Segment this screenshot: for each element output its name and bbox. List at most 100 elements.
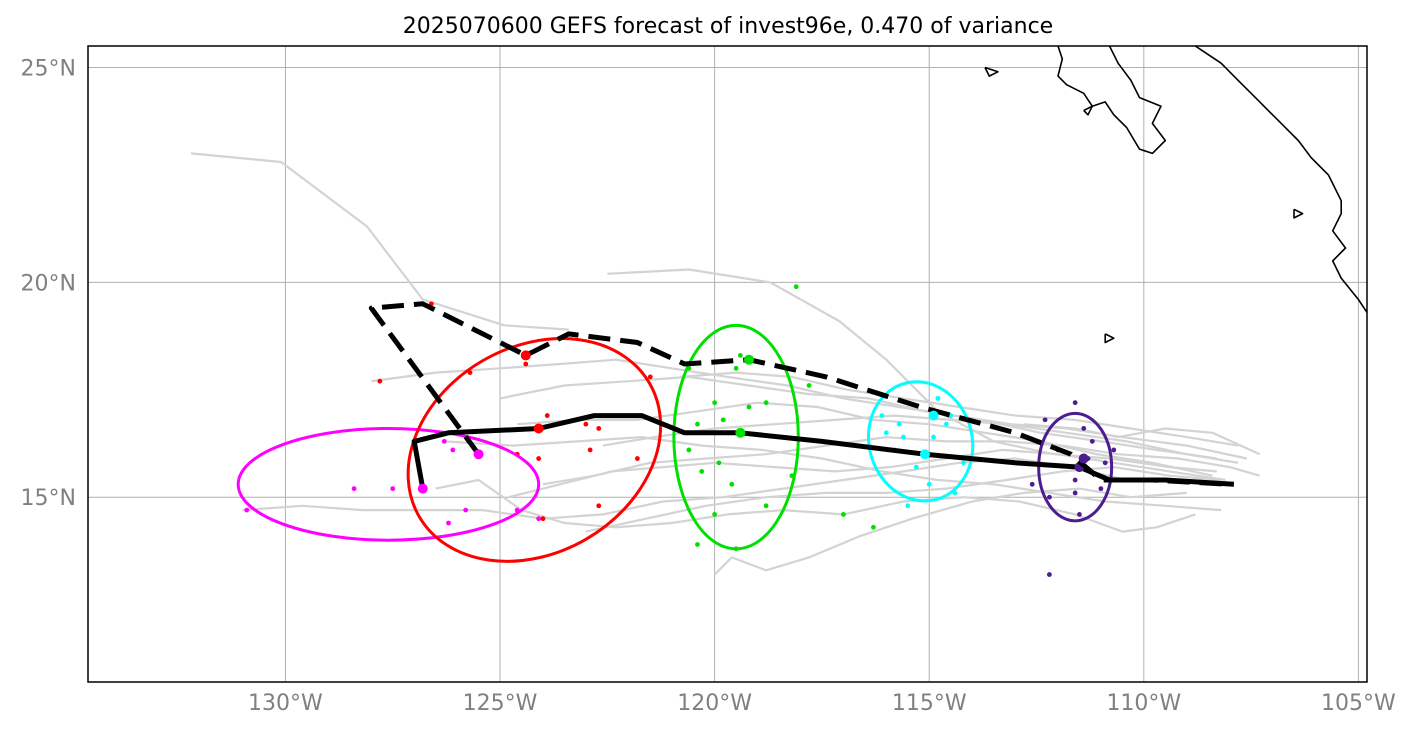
ensemble-point-4-3 bbox=[1089, 438, 1095, 444]
ensemble-point-3-7 bbox=[901, 434, 906, 440]
mean-track-marker-1-0 bbox=[473, 449, 484, 460]
ensemble-track-8 bbox=[713, 487, 1187, 576]
ensemble-point-3-3 bbox=[943, 421, 949, 427]
ensemble-tracks bbox=[190, 152, 1261, 576]
ensemble-point-2-20 bbox=[871, 524, 876, 530]
ensemble-point-1-7 bbox=[587, 447, 593, 453]
coastline-segment-2 bbox=[1083, 105, 1094, 116]
ensemble-point-3-4 bbox=[883, 430, 889, 436]
ensemble-track-14 bbox=[585, 466, 1222, 533]
ensemble-point-4-10 bbox=[1098, 486, 1104, 492]
uncertainty-ellipse-3 bbox=[867, 380, 975, 503]
ensemble-point-2-21 bbox=[806, 383, 812, 388]
ensemble-point-1-13 bbox=[647, 374, 653, 380]
mean-track-marker-1-3 bbox=[928, 410, 939, 421]
ensemble-point-2-15 bbox=[763, 503, 769, 509]
y-tick-label-0: 15°N bbox=[21, 486, 76, 511]
ensemble-track-9 bbox=[542, 436, 1261, 486]
uncertainty-ellipse-0 bbox=[236, 426, 541, 542]
gridlines bbox=[88, 46, 1367, 682]
ensemble-point-1-10 bbox=[536, 456, 542, 461]
ensemble-point-3-10 bbox=[913, 464, 919, 470]
ensemble-point-3-9 bbox=[961, 460, 966, 466]
ensemble-point-4-14 bbox=[1046, 572, 1052, 577]
ensemble-point-0-1 bbox=[351, 486, 357, 492]
mean-track-marker-0-1 bbox=[533, 423, 544, 434]
ensemble-point-4-8 bbox=[1072, 477, 1078, 483]
ensemble-point-4-9 bbox=[1029, 481, 1035, 487]
plot-frame bbox=[87, 45, 1368, 683]
ensemble-track-5 bbox=[444, 436, 1222, 512]
x-tick-label-0: 130°W bbox=[248, 691, 323, 716]
ensemble-point-1-11 bbox=[596, 503, 602, 509]
ensemble-track-0 bbox=[190, 152, 569, 331]
ensemble-point-2-18 bbox=[695, 542, 700, 547]
ensemble-point-3-13 bbox=[905, 503, 911, 509]
ensemble-point-4-5 bbox=[1111, 447, 1117, 453]
ensemble-track-13 bbox=[1023, 423, 1261, 456]
ensemble-point-1-3 bbox=[523, 361, 529, 367]
ensemble-point-1-5 bbox=[583, 421, 589, 427]
ensemble-point-2-12 bbox=[716, 460, 722, 466]
ensemble-point-2-13 bbox=[729, 481, 735, 487]
x-tick-label-1: 125°W bbox=[463, 691, 538, 716]
ensemble-track-3 bbox=[499, 375, 1217, 460]
ensemble-point-2-10 bbox=[686, 447, 692, 453]
mean-track-marker-1-2 bbox=[743, 354, 754, 365]
ensemble-point-2-16 bbox=[712, 512, 718, 517]
ensemble-point-4-12 bbox=[1046, 494, 1052, 500]
mean-track-marker-0-3 bbox=[919, 449, 930, 460]
ensemble-point-0-8 bbox=[536, 516, 542, 522]
mean-track-marker-1-1 bbox=[520, 350, 531, 361]
ensemble-point-2-6 bbox=[746, 404, 752, 410]
coastline bbox=[984, 46, 1367, 344]
x-tick-label-2: 120°W bbox=[677, 691, 752, 716]
coastline-segment-3 bbox=[984, 66, 999, 77]
ensemble-point-4-13 bbox=[1077, 512, 1082, 517]
mean-tracks bbox=[368, 301, 1235, 494]
ensemble-point-0-5 bbox=[463, 507, 469, 513]
ensemble-point-0-6 bbox=[446, 520, 451, 526]
ensemble-point-1-8 bbox=[634, 456, 640, 461]
ensemble-point-4-11 bbox=[1072, 490, 1078, 496]
ensemble-track-11 bbox=[602, 414, 1239, 464]
ensemble-point-4-7 bbox=[1102, 460, 1108, 466]
x-tick-label-5: 105°W bbox=[1321, 691, 1396, 716]
ensemble-point-0-3 bbox=[450, 447, 456, 453]
ensemble-point-2-0 bbox=[793, 284, 799, 290]
ensemble-point-0-2 bbox=[390, 486, 396, 492]
uncertainty-ellipse-4 bbox=[1037, 411, 1114, 523]
mean-track-marker-0-0 bbox=[417, 483, 428, 494]
coastline-segment-1 bbox=[1194, 46, 1367, 313]
ensemble-point-4-0 bbox=[1072, 400, 1078, 406]
ensemble-point-2-1 bbox=[737, 353, 743, 358]
x-tick-label-4: 110°W bbox=[1106, 691, 1181, 716]
ensemble-point-4-1 bbox=[1042, 417, 1048, 423]
ensemble-point-2-7 bbox=[695, 421, 700, 427]
ensemble-point-1-4 bbox=[544, 413, 550, 418]
ensemble-points bbox=[244, 284, 1117, 577]
uncertainty-ellipses bbox=[236, 323, 1114, 563]
ensemble-point-3-1 bbox=[879, 413, 885, 418]
ensemble-point-3-6 bbox=[931, 434, 936, 440]
ensemble-point-2-3 bbox=[733, 365, 739, 371]
map-title: 2025070600 GEFS forecast of invest96e, 0… bbox=[403, 14, 1053, 39]
mean-track-marker-1-4 bbox=[1078, 453, 1089, 464]
axis-tick-labels: 130°W 125°W 120°W 115°W 110°W 105°W 15°N 20°N 25… bbox=[21, 56, 1396, 716]
ensemble-point-2-11 bbox=[699, 469, 705, 474]
ensemble-point-0-0 bbox=[244, 507, 250, 513]
y-tick-label-2: 25°N bbox=[21, 56, 76, 81]
ensemble-track-4 bbox=[517, 401, 1213, 477]
ensemble-point-1-6 bbox=[596, 426, 602, 431]
ensemble-point-0-4 bbox=[441, 438, 447, 444]
ensemble-point-1-12 bbox=[540, 516, 546, 522]
coastline-segment-4 bbox=[1293, 208, 1304, 219]
x-tick-label-3: 115°W bbox=[892, 691, 967, 716]
coastline-segment-0 bbox=[1057, 46, 1167, 155]
ensemble-point-3-2 bbox=[896, 421, 902, 427]
ensemble-point-3-0 bbox=[935, 395, 941, 401]
ensemble-point-4-2 bbox=[1081, 426, 1087, 431]
uncertainty-ellipse-1 bbox=[406, 337, 663, 563]
coastline-segment-5 bbox=[1104, 333, 1115, 344]
